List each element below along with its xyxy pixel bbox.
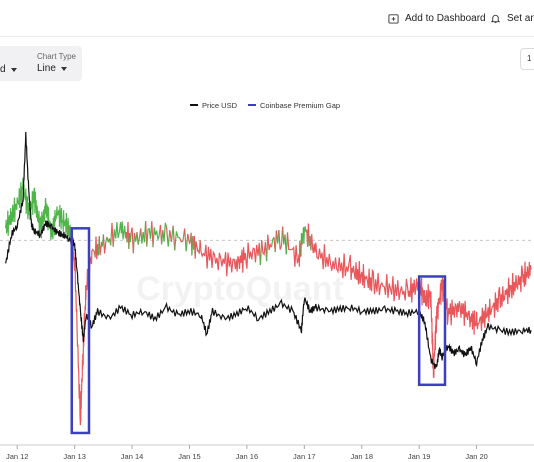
chart-type-label: Chart Type xyxy=(37,52,76,61)
top-bar: Add to Dashboard Set an a xyxy=(0,0,534,37)
x-tick-label: Jan 17 xyxy=(293,452,316,461)
x-tick-label: Jan 14 xyxy=(121,452,144,461)
coinbase-premium-gap-line xyxy=(152,224,161,248)
highlight-box-1 xyxy=(70,227,91,435)
x-tick-label: Jan 13 xyxy=(63,452,86,461)
coinbase-premium-gap-line xyxy=(261,240,268,262)
coinbase-premium-gap-line xyxy=(146,221,153,247)
watermark: CryptoQuant xyxy=(136,270,344,308)
coinbase-premium-gap-line xyxy=(303,226,308,244)
coinbase-premium-gap-line xyxy=(112,221,127,247)
coinbase-premium-gap-line xyxy=(259,240,263,266)
coinbase-premium-gap-line xyxy=(174,231,180,251)
first-select[interactable]: d xyxy=(0,63,17,77)
legend-item-label[interactable]: Price USD xyxy=(202,101,238,110)
dashboard-icon xyxy=(388,13,399,24)
set-alert-label: Set an a xyxy=(507,12,534,24)
x-tick-label: Jan 19 xyxy=(408,452,431,461)
coinbase-premium-gap-line xyxy=(167,230,171,247)
coinbase-premium-gap-line xyxy=(5,177,70,241)
x-axis: Jan 12 Jan 13 Jan 14 Jan 15 Jan 16 Jan 17 Jan … xyxy=(0,444,534,461)
x-tick-label: Jan 20 xyxy=(465,452,488,461)
coinbase-premium-gap-line xyxy=(132,232,136,254)
coinbase-premium-gap-line xyxy=(137,228,142,245)
coinbase-premium-gap-line xyxy=(311,234,532,378)
first-select-value: d xyxy=(0,64,6,75)
coinbase-premium-gap-line xyxy=(267,234,273,251)
x-tick-label: Jan 18 xyxy=(350,452,373,461)
coinbase-premium-gap-line xyxy=(187,233,191,245)
price-usd-line xyxy=(5,131,532,369)
coinbase-premium-gap-line xyxy=(300,233,303,245)
coinbase-premium-gap-line xyxy=(69,224,72,242)
chart-type-value: Line xyxy=(37,63,56,74)
highlight-box-2 xyxy=(417,275,447,387)
legend: Price USD Coinbase Premium Gap xyxy=(190,101,340,110)
coinbase-premium-gap-line xyxy=(184,228,187,252)
coinbase-premium-gap-line xyxy=(286,232,302,267)
coinbase-premium-gap-line xyxy=(199,240,261,277)
legend-item-label[interactable]: Coinbase Premium Gap xyxy=(260,101,340,110)
add-to-dashboard-label: Add to Dashboard xyxy=(405,12,486,24)
plot-area xyxy=(0,131,534,435)
x-tick-label: Jan 15 xyxy=(178,452,201,461)
coinbase-premium-gap-line xyxy=(193,235,200,259)
coinbase-premium-gap-line xyxy=(102,234,107,254)
timeframe-button[interactable]: 1 xyxy=(520,48,534,70)
chart-controls: d Chart Type Line xyxy=(0,46,82,81)
x-tick-label: Jan 12 xyxy=(6,452,29,461)
bell-icon xyxy=(490,14,501,23)
add-to-dashboard-button[interactable]: Add to Dashboard xyxy=(388,10,486,26)
coinbase-premium-gap-line xyxy=(98,236,104,256)
set-alert-button[interactable]: Set an a xyxy=(490,10,534,26)
chevron-down-icon xyxy=(60,67,67,71)
coinbase-premium-gap-line xyxy=(163,222,168,242)
coinbase-premium-gap-line xyxy=(172,225,176,251)
x-tick-label: Jan 16 xyxy=(236,452,259,461)
chart-type-select[interactable]: Chart Type Line xyxy=(37,52,76,76)
coinbase-premium-gap-line xyxy=(179,237,184,243)
chevron-down-icon xyxy=(10,68,17,72)
coinbase-premium-gap-line xyxy=(278,229,282,250)
coinbase-premium-gap-line xyxy=(95,236,99,260)
coinbase-premium-gap-line xyxy=(185,233,189,252)
